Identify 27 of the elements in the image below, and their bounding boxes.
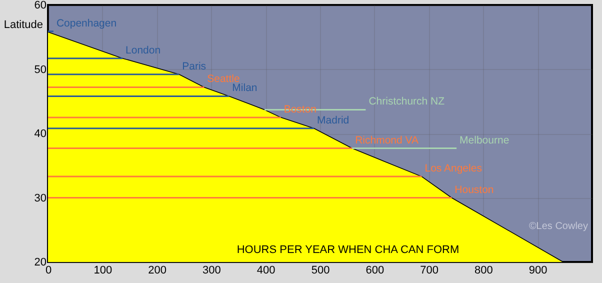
y-tick-label: 30 bbox=[34, 192, 46, 204]
x-axis-title: HOURS PER YEAR WHEN CHA CAN FORM bbox=[236, 244, 460, 256]
x-tick-label: 700 bbox=[420, 264, 438, 276]
y-axis-title: Latitude bbox=[4, 19, 43, 31]
series-label: Copenhagen bbox=[56, 17, 117, 30]
series-label: Paris bbox=[182, 60, 206, 72]
y-tick-label: 40 bbox=[34, 128, 46, 140]
x-tick-label: 100 bbox=[94, 264, 112, 276]
series-label: Melbourne bbox=[460, 134, 510, 146]
series-label: London bbox=[126, 44, 161, 56]
x-tick-label: 200 bbox=[148, 264, 166, 276]
x-tick-label: 600 bbox=[366, 264, 384, 276]
x-tick-label: 0 bbox=[45, 264, 52, 276]
annotation: ©Les Cowley bbox=[528, 221, 588, 232]
x-tick-label: 500 bbox=[311, 264, 330, 276]
series-label: Houston bbox=[454, 184, 494, 196]
series-label: Christchurch NZ bbox=[368, 96, 446, 108]
series-label: Richmond VA bbox=[355, 134, 419, 146]
y-tick-label: 20 bbox=[34, 256, 46, 268]
series-label: Los Angeles bbox=[424, 162, 482, 175]
x-tick-label: 900 bbox=[528, 264, 548, 276]
x-tick-label: 400 bbox=[256, 264, 276, 276]
y-tick-label: 60 bbox=[34, 0, 46, 12]
series-label: Madrid bbox=[317, 114, 350, 126]
x-tick-label: 800 bbox=[474, 264, 493, 276]
x-tick-label: 300 bbox=[202, 264, 221, 276]
y-tick-label: 50 bbox=[34, 64, 46, 76]
